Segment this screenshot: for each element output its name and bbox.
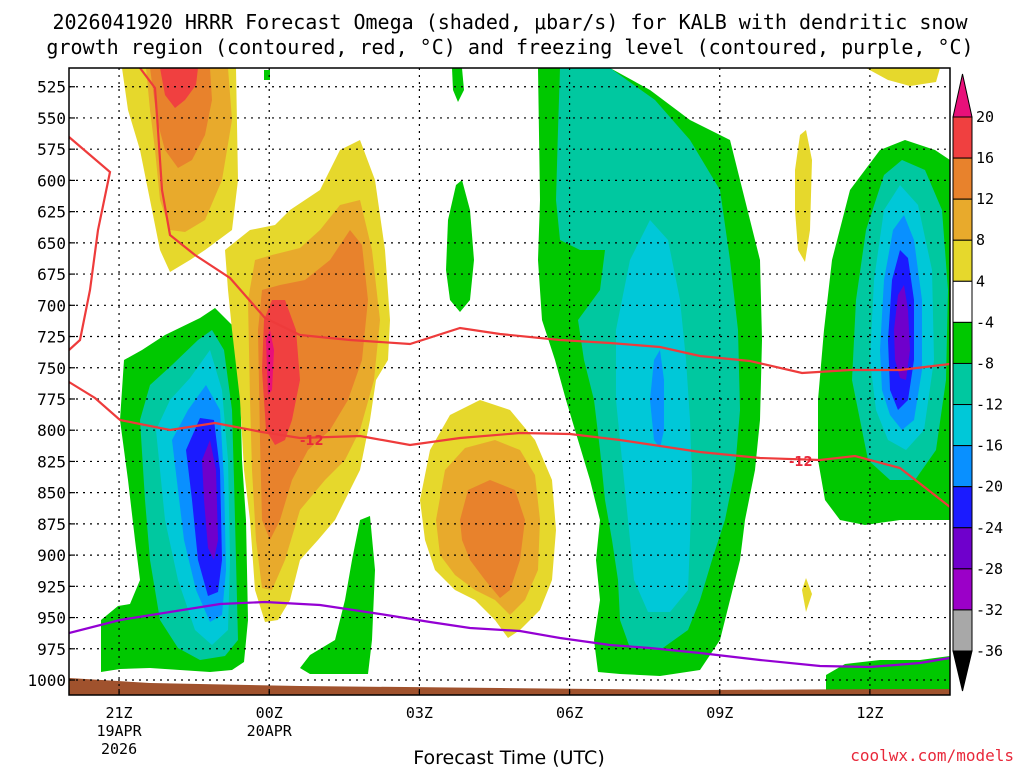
omega-pos-center-red [262,300,300,445]
y-tick-label: 725 [37,328,66,347]
x-tick-label: 09Z [706,704,733,722]
y-tick-label: 900 [37,546,66,565]
colorbar-box [952,609,973,652]
omega-band-12z-bottom [826,656,950,690]
y-tick-label: 625 [37,203,66,222]
y-tick-label: 1000 [27,671,66,690]
colorbar-box [952,157,973,200]
omega-band-03z [446,180,474,312]
omega-pos-top-right-yellow [866,68,940,86]
chart-title-line2: growth region (contoured, red, °C) and f… [46,35,973,59]
colorbar-box [952,445,973,488]
y-tick-label: 700 [37,296,66,315]
colorbar-label: -28 [976,560,1003,578]
colorbar-top-arrow [952,73,973,118]
y-tick-label: 575 [37,140,66,159]
y-tick-label: 825 [37,452,66,471]
colorbar-label: -24 [976,519,1003,537]
colorbar-bottom-arrow [952,650,973,692]
colorbar-box [952,198,973,241]
omega-pos-center-magenta [266,330,274,395]
y-tick-label: 975 [37,640,66,659]
colorbar-box [952,280,973,323]
colorbar-box [952,321,973,364]
y-tick-label: 925 [37,577,66,596]
colorbar-label: -16 [976,437,1003,455]
x-tick-label: 00Z [256,704,283,722]
freezing-level-line [69,600,950,669]
y-tick-label: 875 [37,515,66,534]
colorbar-box [952,527,973,570]
dgz-isotherm-upper2 [139,68,950,375]
y-tick-label: 650 [37,234,66,253]
colorbar: 20 16 12 8 4 -4 -8 -12 -16 -20 -24 -28 -32 -36 [952,73,1003,692]
colorbar-label: -8 [976,354,994,372]
plot-frame [68,67,951,696]
x-tick-label: 2026 [101,740,137,758]
colorbar-label: 20 [976,108,994,126]
colorbar-box [952,116,973,159]
ground-terrain [69,678,950,695]
colorbar-label: 4 [976,272,985,290]
x-tick-label: 12Z [856,704,883,722]
x-tick-label: 19APR [96,722,142,740]
dgz-isotherm-upper [69,136,112,351]
omega-pos-05z-orange2 [460,480,525,598]
colorbar-box [952,486,973,529]
x-tick-label: 03Z [406,704,433,722]
colorbar-label: 8 [976,231,985,249]
y-tick-label: 525 [37,78,66,97]
y-tick-label: 600 [37,171,66,190]
omega-band-01z-dot [264,70,270,80]
dgz-isotherm-lower [69,381,950,508]
omega-pos-left-red [160,68,198,108]
colorbar-label: -4 [976,313,994,331]
dgz-label-1: -12 [300,434,324,449]
colorbar-box [952,239,973,282]
colorbar-label: -12 [976,396,1003,414]
colorbar-label: -36 [976,642,1003,660]
y-tick-label: 950 [37,609,66,628]
y-axis: 525 550 575 600 625 650 675 700 725 750 775 800 825 8… [27,78,75,690]
colorbar-label: -20 [976,478,1003,496]
omega-band-left-purple [202,440,218,560]
colorbar-box [952,568,973,611]
y-tick-label: 850 [37,484,66,503]
dgz-label-2: -12 [789,455,813,470]
x-tick-label: 21Z [106,704,133,722]
omega-pos-dot-yellow [795,130,812,262]
y-tick-label: 775 [37,390,66,409]
colorbar-box [952,404,973,447]
plot-area: -12 -12 [69,68,950,695]
y-tick-label: 550 [37,109,66,128]
y-tick-label: 800 [37,421,66,440]
chart-title-line1: 2026041920 HRRR Forecast Omega (shaded, … [52,10,968,34]
y-tick-label: 675 [37,265,66,284]
colorbar-box [952,362,973,406]
credit-text: coolwx.com/models [850,746,1014,765]
colorbar-label: 16 [976,149,994,167]
colorbar-label: 12 [976,190,994,208]
omega-band-03z-top [452,68,464,102]
x-tick-label: 20APR [247,722,293,740]
colorbar-label: -32 [976,601,1003,619]
x-tick-label: 06Z [556,704,583,722]
x-axis-label: Forecast Time (UTC) [413,747,604,768]
y-tick-label: 750 [37,359,66,378]
omega-band-12z-purple [894,285,910,380]
